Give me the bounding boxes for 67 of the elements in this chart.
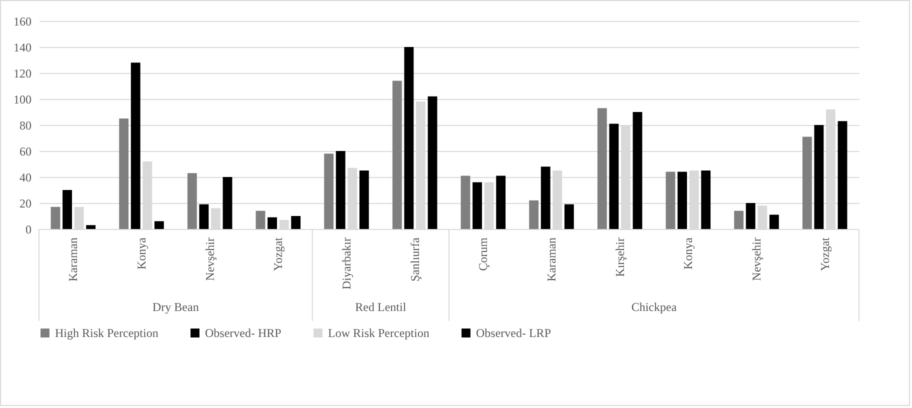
x-tick-label: Çorum [476,236,490,271]
x-tick-label: Karaman [544,238,558,282]
bar [632,112,642,229]
bar [86,225,96,229]
bar [769,214,779,229]
bar [74,206,84,229]
bar [666,172,676,229]
bar [802,136,812,229]
bar [187,173,197,229]
bar [222,177,232,229]
bar [256,210,266,229]
bar [609,124,619,229]
bar [404,47,414,229]
bar [597,108,607,229]
bar [50,206,60,229]
text: Dry Bean [152,300,199,314]
bar [496,176,506,229]
bar [678,172,687,229]
bar [460,176,470,229]
bar [564,204,574,229]
y-tick-label: 120 [14,66,32,80]
bar [324,154,334,229]
bar [838,121,848,229]
y-tick-label: 80 [20,118,32,132]
legend-label: Low Risk Perception [328,326,430,340]
bar [529,200,539,229]
bar [154,221,164,229]
x-tick-label: Kırşehir [612,238,627,277]
bar [268,217,277,229]
bar [746,203,756,229]
bar [701,170,711,229]
text: Red Lentil [355,300,407,314]
bar [62,190,72,229]
bar [540,166,550,229]
x-tick-label: Diyarbakır [340,238,354,290]
bar [211,208,220,229]
x-tick-label: Karaman [66,238,80,282]
x-tick-label: Nevşehir [750,238,764,281]
bar [734,210,744,229]
bar [472,182,482,229]
bar [279,220,289,229]
bar [336,151,346,229]
bar [814,125,824,229]
y-tick-label: 0 [26,222,32,236]
y-tick-label: 40 [20,170,32,184]
text: Chickpea [631,300,678,314]
bar [119,118,129,229]
legend-label: Observed- LRP [476,326,552,340]
bar [130,62,140,229]
x-tick-label: Konya [134,236,148,270]
bar [199,204,209,229]
x-tick-label: Konya [681,236,696,270]
x-tick-label: Yozgat [818,236,832,271]
y-tick-label: 60 [20,144,32,158]
legend-label: High Risk Perception [55,326,158,340]
legend-label: Observed- HRP [205,326,282,340]
x-tick-label: Şanlıurfa [408,236,422,282]
bar [359,170,369,229]
x-tick-label: Yozgat [271,236,286,271]
bar [428,96,438,229]
y-tick-label: 20 [20,196,32,210]
y-tick-label: 100 [14,92,32,106]
bar [392,80,402,229]
y-tick-label: 140 [14,40,32,54]
bar [291,216,301,229]
x-tick-label: Nevşehir [202,238,217,281]
y-tick-label: 160 [14,14,32,28]
